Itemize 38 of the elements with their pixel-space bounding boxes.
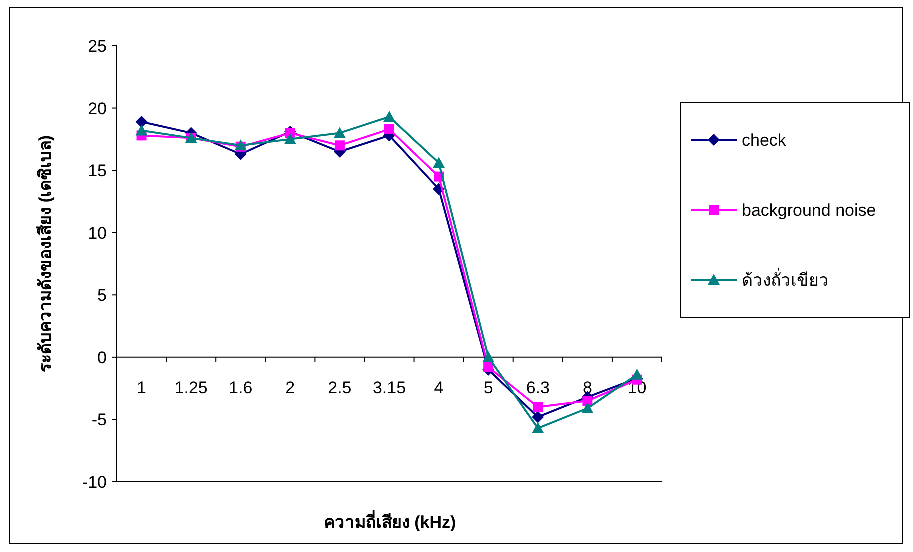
x-tick-label: 1.6 <box>229 378 253 398</box>
point <box>384 111 396 122</box>
x-tick-label: 6.3 <box>526 378 550 398</box>
point <box>334 127 346 138</box>
x-tick-label: 2 <box>286 378 296 398</box>
point <box>136 124 148 136</box>
point <box>384 124 394 134</box>
x-tick-label: 5 <box>484 378 494 398</box>
y-tick-label: 10 <box>88 224 107 243</box>
y-tick-label: 20 <box>88 99 107 118</box>
point <box>484 362 494 372</box>
y-tick-label: 15 <box>88 162 107 181</box>
point <box>533 402 544 412</box>
x-tick-label: 1 <box>137 378 147 398</box>
y-tick-label: 25 <box>88 37 107 56</box>
point <box>433 157 446 168</box>
y-tick-label: -5 <box>92 410 107 430</box>
x-tick-label: 4 <box>434 378 444 398</box>
x-tick-label: 2.5 <box>328 378 352 398</box>
point <box>631 368 644 380</box>
legend-label: check <box>742 131 787 150</box>
point <box>582 396 593 406</box>
point <box>532 422 544 434</box>
point <box>334 140 345 151</box>
y-tick-label: 5 <box>98 286 107 306</box>
legend-label: background noise <box>742 201 876 220</box>
point <box>582 402 594 414</box>
x-axis-title: ความถี่เสียง (kHz) <box>324 510 456 532</box>
x-tick-label: 3.15 <box>372 378 406 398</box>
point <box>136 116 148 128</box>
legend-label: ด้วงถั่วเขียว <box>742 268 829 290</box>
point <box>482 351 495 362</box>
y-tick-label: -10 <box>82 473 107 492</box>
point <box>284 133 296 144</box>
y-tick-label: 0 <box>98 348 107 368</box>
point <box>532 411 544 424</box>
x-tick-label: 1.25 <box>174 378 208 398</box>
y-axis-title: ระดับความดังของเสียง (เดซิเบล) <box>35 135 55 373</box>
